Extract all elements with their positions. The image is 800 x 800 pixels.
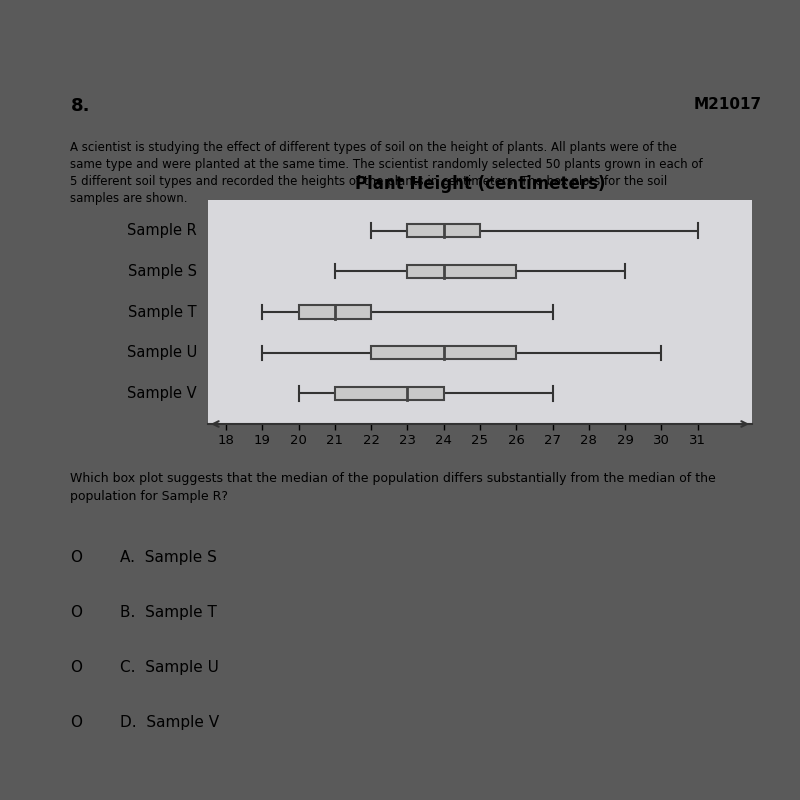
Bar bbox=[407, 224, 480, 237]
Text: Sample S: Sample S bbox=[128, 264, 197, 278]
Title: Plant Height (centimeters): Plant Height (centimeters) bbox=[354, 175, 606, 193]
Text: C.  Sample U: C. Sample U bbox=[120, 660, 219, 675]
Text: Which box plot suggests that the median of the population differs substantially : Which box plot suggests that the median … bbox=[70, 473, 716, 503]
Text: Sample U: Sample U bbox=[127, 346, 197, 360]
Text: Sample R: Sample R bbox=[127, 223, 197, 238]
Text: D.  Sample V: D. Sample V bbox=[120, 715, 219, 730]
Text: M21017: M21017 bbox=[694, 97, 762, 112]
Text: A.  Sample S: A. Sample S bbox=[120, 550, 217, 565]
Text: 8.: 8. bbox=[70, 97, 90, 115]
Text: O: O bbox=[70, 715, 82, 730]
Text: Sample V: Sample V bbox=[127, 386, 197, 401]
Bar bbox=[371, 346, 516, 359]
Text: O: O bbox=[70, 660, 82, 675]
Bar bbox=[407, 265, 516, 278]
Bar bbox=[335, 387, 444, 400]
Text: O: O bbox=[70, 550, 82, 565]
Text: A scientist is studying the effect of different types of soil on the height of p: A scientist is studying the effect of di… bbox=[70, 142, 703, 206]
Text: Sample T: Sample T bbox=[129, 305, 197, 319]
Text: B.  Sample T: B. Sample T bbox=[120, 605, 217, 620]
Bar bbox=[298, 306, 371, 318]
Text: O: O bbox=[70, 605, 82, 620]
